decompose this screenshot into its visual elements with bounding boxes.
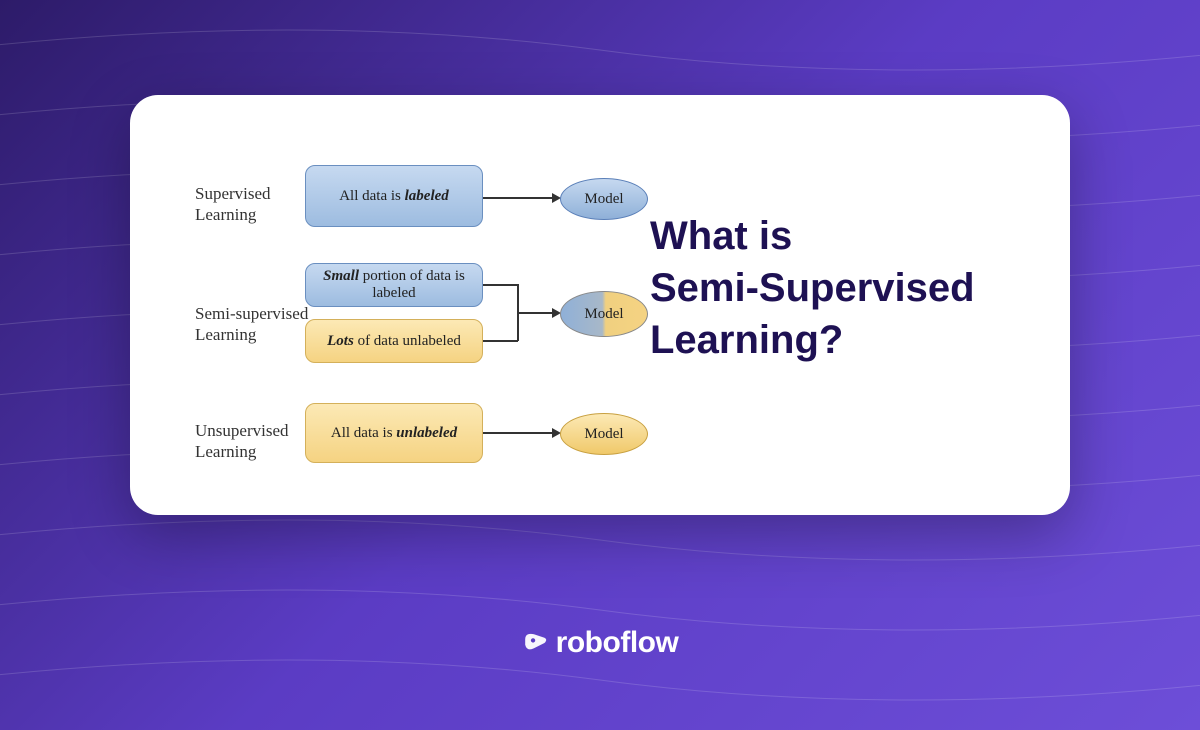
- box-unsupervised-data: All data is unlabeled: [305, 403, 483, 463]
- box-unsupervised-text: All data is unlabeled: [331, 425, 457, 442]
- model-unsupervised-label: Model: [584, 426, 623, 443]
- learning-diagram: SupervisedLearning All data is labeled M…: [160, 135, 680, 475]
- box-semi-unlabeled: Lots of data unlabeled: [305, 319, 483, 363]
- model-supervised: Model: [560, 178, 648, 220]
- conn-semi-bot-h1: [483, 340, 518, 342]
- label-unsupervised-text: UnsupervisedLearning: [195, 421, 288, 461]
- label-semisupervised: Semi-supervisedLearning: [195, 303, 308, 346]
- box-supervised-data: All data is labeled: [305, 165, 483, 227]
- arrow-supervised: [483, 197, 553, 199]
- title-line1: What is: [650, 210, 975, 262]
- logo-text: roboflow: [556, 626, 679, 660]
- model-unsupervised: Model: [560, 413, 648, 455]
- model-supervised-label: Model: [584, 191, 623, 208]
- box-semi-unlabeled-text: Lots of data unlabeled: [327, 333, 461, 350]
- roboflow-icon: [522, 629, 550, 657]
- box-supervised-text: All data is labeled: [339, 188, 449, 205]
- conn-semi-top-h1: [483, 284, 518, 286]
- box-semi-labeled: Small portion of data is labeled: [305, 263, 483, 307]
- model-semi-label: Model: [584, 306, 623, 323]
- label-semisupervised-text: Semi-supervisedLearning: [195, 304, 308, 344]
- label-supervised-text: SupervisedLearning: [195, 184, 271, 224]
- page-title: What is Semi-Supervised Learning?: [650, 210, 975, 366]
- content-card: SupervisedLearning All data is labeled M…: [130, 95, 1070, 515]
- roboflow-logo: roboflow: [522, 626, 679, 660]
- conn-semi-h2: [517, 312, 553, 314]
- box-semi-labeled-text: Small portion of data is labeled: [306, 268, 482, 302]
- label-unsupervised: UnsupervisedLearning: [195, 420, 288, 463]
- model-semisupervised: Model: [560, 291, 648, 337]
- title-line3: Learning?: [650, 314, 975, 366]
- title-line2: Semi-Supervised: [650, 262, 975, 314]
- label-supervised: SupervisedLearning: [195, 183, 271, 226]
- arrow-unsupervised: [483, 432, 553, 434]
